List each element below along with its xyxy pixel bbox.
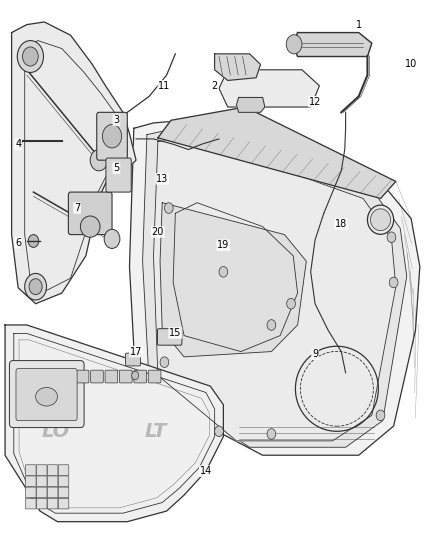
Text: 9: 9 bbox=[312, 349, 318, 359]
Text: 2: 2 bbox=[212, 81, 218, 91]
Ellipse shape bbox=[35, 387, 57, 406]
FancyBboxPatch shape bbox=[106, 158, 131, 192]
FancyBboxPatch shape bbox=[120, 370, 132, 383]
Text: 12: 12 bbox=[309, 96, 321, 107]
Ellipse shape bbox=[371, 209, 391, 231]
Circle shape bbox=[286, 35, 302, 54]
FancyBboxPatch shape bbox=[25, 465, 36, 475]
Polygon shape bbox=[143, 127, 407, 447]
FancyBboxPatch shape bbox=[58, 498, 69, 509]
Text: 10: 10 bbox=[405, 60, 417, 69]
FancyBboxPatch shape bbox=[47, 498, 58, 509]
Text: 5: 5 bbox=[113, 163, 120, 173]
Circle shape bbox=[28, 235, 39, 247]
Text: LT: LT bbox=[145, 422, 167, 441]
Circle shape bbox=[387, 232, 396, 243]
Text: 3: 3 bbox=[113, 115, 120, 125]
Text: 20: 20 bbox=[152, 227, 164, 237]
Circle shape bbox=[267, 320, 276, 330]
FancyBboxPatch shape bbox=[10, 361, 84, 427]
FancyBboxPatch shape bbox=[91, 370, 103, 383]
FancyBboxPatch shape bbox=[36, 498, 47, 509]
FancyBboxPatch shape bbox=[47, 487, 58, 498]
Circle shape bbox=[376, 410, 385, 421]
FancyBboxPatch shape bbox=[58, 476, 69, 487]
Text: 15: 15 bbox=[169, 328, 181, 338]
Polygon shape bbox=[5, 325, 223, 522]
Circle shape bbox=[219, 266, 228, 277]
FancyBboxPatch shape bbox=[36, 487, 47, 498]
FancyBboxPatch shape bbox=[16, 368, 77, 421]
Circle shape bbox=[29, 279, 42, 295]
FancyBboxPatch shape bbox=[25, 498, 36, 509]
Circle shape bbox=[104, 229, 120, 248]
FancyBboxPatch shape bbox=[68, 192, 112, 235]
Text: 14: 14 bbox=[200, 466, 212, 476]
Text: 6: 6 bbox=[15, 238, 21, 247]
Polygon shape bbox=[158, 107, 396, 198]
Circle shape bbox=[215, 426, 223, 437]
Polygon shape bbox=[160, 203, 306, 357]
Text: 4: 4 bbox=[15, 139, 21, 149]
FancyBboxPatch shape bbox=[134, 370, 147, 383]
Text: LO: LO bbox=[41, 422, 69, 441]
Polygon shape bbox=[12, 22, 136, 304]
FancyBboxPatch shape bbox=[126, 353, 141, 366]
Text: 1: 1 bbox=[356, 20, 362, 30]
Polygon shape bbox=[293, 33, 372, 56]
Text: 17: 17 bbox=[130, 346, 142, 357]
FancyBboxPatch shape bbox=[36, 476, 47, 487]
FancyBboxPatch shape bbox=[25, 487, 36, 498]
FancyBboxPatch shape bbox=[105, 370, 118, 383]
Circle shape bbox=[102, 125, 122, 148]
FancyBboxPatch shape bbox=[97, 112, 127, 160]
Text: 7: 7 bbox=[74, 203, 80, 213]
Polygon shape bbox=[219, 70, 319, 107]
FancyBboxPatch shape bbox=[47, 476, 58, 487]
Polygon shape bbox=[130, 118, 420, 455]
Ellipse shape bbox=[81, 216, 100, 237]
FancyBboxPatch shape bbox=[58, 465, 69, 475]
Circle shape bbox=[389, 277, 398, 288]
FancyBboxPatch shape bbox=[157, 329, 182, 345]
Circle shape bbox=[164, 203, 173, 213]
Text: 19: 19 bbox=[217, 240, 230, 250]
FancyBboxPatch shape bbox=[25, 476, 36, 487]
Polygon shape bbox=[153, 138, 396, 441]
Text: 13: 13 bbox=[156, 174, 168, 184]
Circle shape bbox=[90, 150, 108, 171]
Circle shape bbox=[25, 273, 46, 300]
FancyBboxPatch shape bbox=[76, 370, 89, 383]
Text: 18: 18 bbox=[335, 219, 347, 229]
FancyBboxPatch shape bbox=[148, 370, 161, 383]
Text: 11: 11 bbox=[158, 81, 170, 91]
Circle shape bbox=[267, 429, 276, 439]
Circle shape bbox=[17, 41, 43, 72]
FancyBboxPatch shape bbox=[47, 465, 58, 475]
Circle shape bbox=[22, 47, 38, 66]
Polygon shape bbox=[215, 54, 261, 80]
FancyBboxPatch shape bbox=[58, 487, 69, 498]
Ellipse shape bbox=[367, 205, 394, 235]
Circle shape bbox=[287, 298, 295, 309]
FancyBboxPatch shape bbox=[36, 465, 47, 475]
Polygon shape bbox=[237, 98, 265, 112]
Circle shape bbox=[160, 357, 169, 368]
Circle shape bbox=[132, 371, 139, 379]
